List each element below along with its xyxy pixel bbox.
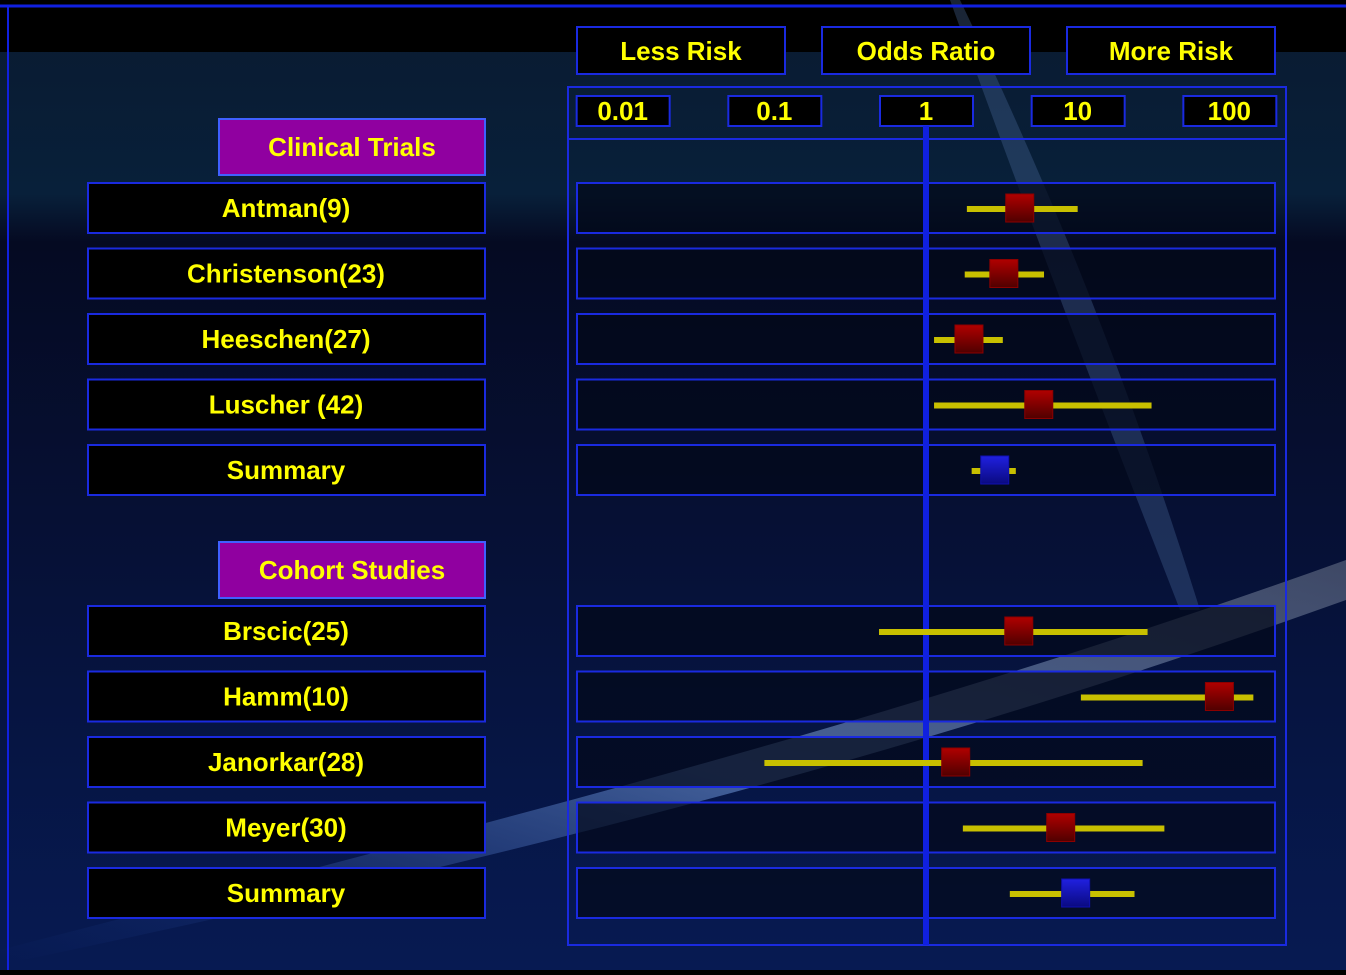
x-tick-label: 0.1 xyxy=(756,96,792,126)
study-marker xyxy=(1004,616,1034,646)
study-marker xyxy=(954,324,984,354)
group-label: Cohort Studies xyxy=(259,555,445,585)
header: More Risk xyxy=(1109,36,1234,66)
study-marker xyxy=(941,747,971,777)
label-box xyxy=(87,444,486,496)
summary-marker xyxy=(980,455,1010,485)
x-tick-label: 0.01 xyxy=(597,96,648,126)
header: Odds Ratio xyxy=(857,36,996,66)
label-box xyxy=(87,247,486,300)
row-label: Heeschen(27) xyxy=(201,324,370,354)
tick-box xyxy=(1182,95,1278,127)
tick-box xyxy=(1030,95,1126,127)
row-label: Janorkar(28) xyxy=(208,747,364,777)
label-box xyxy=(87,182,486,234)
study-marker xyxy=(1204,682,1234,711)
x-tick-label: 10 xyxy=(1063,96,1092,126)
group-box xyxy=(218,118,486,176)
x-tick-label: 1 xyxy=(919,96,933,126)
label-box xyxy=(87,736,486,788)
row-label: Meyer(30) xyxy=(225,813,346,843)
row-label: Antman(9) xyxy=(222,193,351,223)
label-box xyxy=(87,801,486,854)
decor-streak xyxy=(0,560,1346,965)
group-box xyxy=(218,541,486,599)
study-marker xyxy=(1024,390,1054,419)
label-box xyxy=(87,605,486,657)
row-label: Brscic(25) xyxy=(223,616,349,646)
summary-marker xyxy=(1061,878,1091,908)
header-box xyxy=(821,26,1031,75)
label-box xyxy=(87,378,486,431)
study-marker xyxy=(989,259,1019,288)
row-label: Hamm(10) xyxy=(223,682,349,712)
study-marker xyxy=(1005,193,1035,223)
row-label: Christenson(23) xyxy=(187,259,385,289)
label-box xyxy=(87,670,486,723)
row-label: Summary xyxy=(227,455,346,485)
header: Less Risk xyxy=(620,36,742,66)
label-box xyxy=(87,867,486,919)
row-label: Summary xyxy=(227,878,346,908)
x-tick-label: 100 xyxy=(1208,96,1251,126)
row-label: Luscher (42) xyxy=(209,390,364,420)
tick-box xyxy=(575,95,671,127)
group-label: Clinical Trials xyxy=(268,132,436,162)
study-marker xyxy=(1046,813,1076,842)
tick-box xyxy=(727,95,823,127)
header-box xyxy=(576,26,786,75)
label-box xyxy=(87,313,486,365)
header-box xyxy=(1066,26,1276,75)
